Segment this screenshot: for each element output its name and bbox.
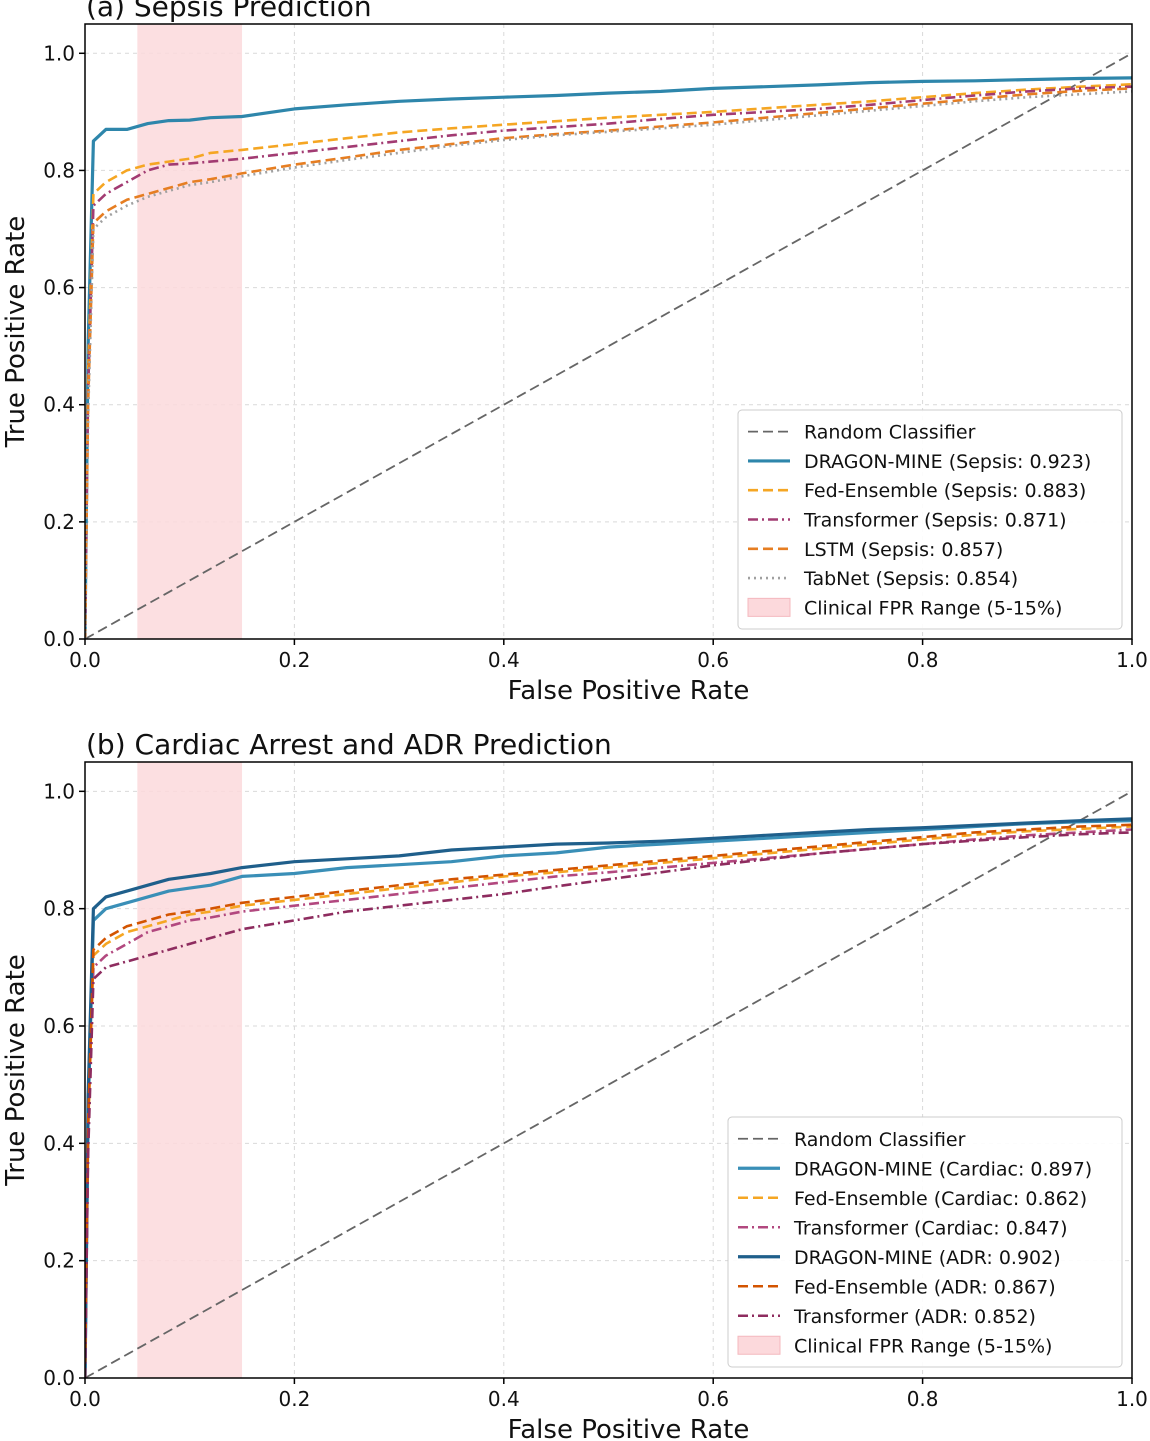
series-group — [85, 52, 1132, 639]
x-tick-label: 0.6 — [697, 648, 729, 672]
series-line-0 — [85, 52, 1132, 639]
legend-label: Fed-Ensemble (Sepsis: 0.883) — [804, 480, 1086, 502]
plot-frame — [84, 761, 1133, 1379]
legend-swatch-band — [747, 597, 791, 617]
legend-label: Fed-Ensemble (ADR: 0.867) — [794, 1276, 1056, 1298]
series-line-3 — [85, 828, 1132, 1378]
x-axis-label: False Positive Rate — [508, 676, 750, 706]
y-tick-label: 0.4 — [43, 1131, 75, 1155]
chart-title: (b) Cardiac Arrest and ADR Prediction — [86, 728, 612, 761]
legend-label: Random Classifier — [794, 1129, 966, 1151]
plot-frame — [84, 23, 1133, 640]
legend-swatch-band — [737, 1335, 781, 1355]
legend-box — [727, 1116, 1123, 1368]
clinical-fpr-range-band — [137, 24, 243, 639]
clinical-fpr-range-band — [137, 762, 243, 1378]
series-line-4 — [85, 817, 1132, 1378]
legend-label: Clinical FPR Range (5-15%) — [804, 597, 1062, 619]
x-tick-label: 0.2 — [278, 648, 310, 672]
legend: Random Classifier DRAGON-MINE (Sepsis: 0.… — [737, 409, 1123, 630]
y-tick-label: 0.2 — [43, 1249, 75, 1273]
legend-label: DRAGON-MINE (ADR: 0.902) — [794, 1247, 1061, 1269]
series-line-2 — [85, 83, 1132, 639]
chart-panel-2: (b) Cardiac Arrest and ADR Prediction 0.0… — [1, 728, 1148, 1441]
x-tick-label: 0.4 — [488, 648, 520, 672]
legend-label: Clinical FPR Range (5-15%) — [794, 1335, 1052, 1357]
y-tick-label: 0.4 — [43, 393, 75, 417]
y-tick-label: 0.0 — [43, 1366, 75, 1390]
chart-panel-1: (a) Sepsis Prediction 0.0 0.2 0.4 0.6 0.8 1.0 0… — [1, 0, 1148, 706]
series-line-1 — [85, 76, 1132, 639]
legend-box — [737, 409, 1123, 630]
x-tick-label: 0.0 — [69, 648, 101, 672]
series-line-5 — [85, 823, 1132, 1378]
series-line-2 — [85, 825, 1132, 1378]
x-tick-label: 0.0 — [69, 1387, 101, 1411]
series-line-1 — [85, 819, 1132, 1378]
series-line-6 — [85, 831, 1132, 1378]
series-line-4 — [85, 87, 1132, 639]
legend-label: TabNet (Sepsis: 0.854) — [803, 568, 1018, 590]
legend: Random Classifier DRAGON-MINE (Cardiac: 0… — [727, 1116, 1123, 1368]
legend-label: DRAGON-MINE (Cardiac: 0.897) — [794, 1158, 1092, 1180]
y-axis-label: True Positive Rate — [1, 954, 31, 1187]
y-tick-label: 0.0 — [43, 627, 75, 651]
legend-label: DRAGON-MINE (Sepsis: 0.923) — [804, 451, 1091, 473]
legend-label: Transformer (ADR: 0.852) — [793, 1306, 1036, 1328]
series-group — [85, 790, 1132, 1378]
x-tick-label: 0.8 — [907, 648, 939, 672]
series-line-0 — [85, 790, 1132, 1378]
x-tick-label: 1.0 — [1116, 1387, 1148, 1411]
y-tick-label: 1.0 — [43, 779, 75, 803]
x-tick-label: 0.2 — [278, 1387, 310, 1411]
x-tick-label: 0.6 — [697, 1387, 729, 1411]
x-tick-label: 0.8 — [907, 1387, 939, 1411]
legend-label: Transformer (Cardiac: 0.847) — [793, 1217, 1068, 1239]
legend-label: Random Classifier — [804, 422, 976, 444]
y-tick-label: 0.2 — [43, 510, 75, 534]
series-line-3 — [85, 85, 1132, 639]
x-tick-label: 0.4 — [488, 1387, 520, 1411]
legend-label: Transformer (Sepsis: 0.871) — [803, 510, 1067, 532]
y-axis-label: True Positive Rate — [1, 216, 31, 449]
y-tick-label: 1.0 — [43, 41, 75, 65]
series-line-5 — [85, 90, 1132, 639]
x-axis-label: False Positive Rate — [508, 1415, 750, 1441]
legend-label: Fed-Ensemble (Cardiac: 0.862) — [794, 1188, 1087, 1210]
x-tick-label: 1.0 — [1116, 648, 1148, 672]
y-tick-label: 0.6 — [43, 276, 75, 300]
y-tick-label: 0.8 — [43, 158, 75, 182]
y-tick-label: 0.8 — [43, 897, 75, 921]
legend-label: LSTM (Sepsis: 0.857) — [804, 539, 1003, 561]
chart-title: (a) Sepsis Prediction — [86, 0, 372, 23]
y-tick-label: 0.6 — [43, 1014, 75, 1038]
